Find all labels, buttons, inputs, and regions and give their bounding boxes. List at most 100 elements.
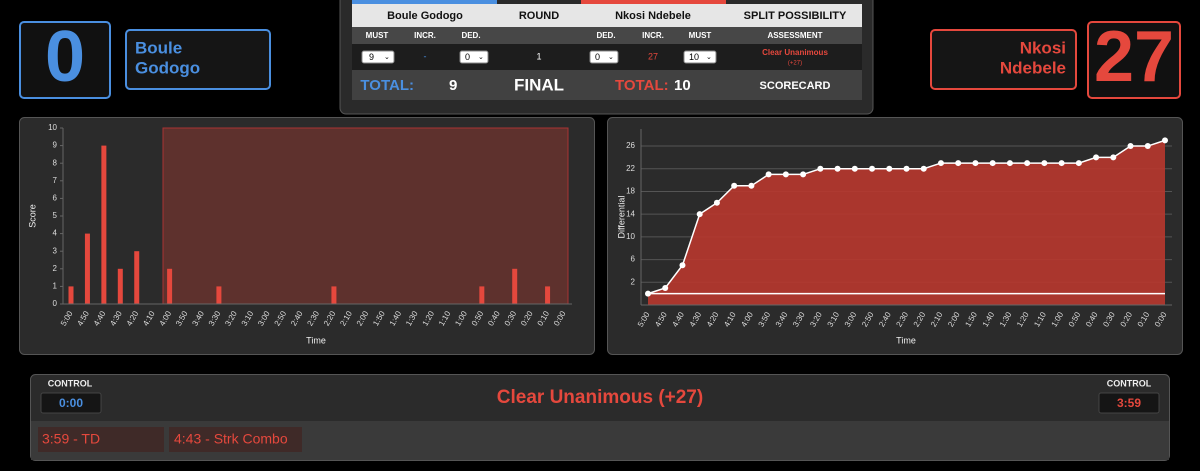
- bar: [117, 268, 123, 304]
- round-final: FINAL: [514, 75, 564, 94]
- point: [920, 165, 927, 172]
- control-box: [1098, 392, 1160, 414]
- point: [989, 160, 996, 167]
- red-total: 10: [674, 77, 691, 94]
- subheader: MUST: [366, 31, 389, 40]
- y-tick-label: 5: [53, 211, 58, 220]
- red-first-name: Nkosi: [1020, 38, 1066, 57]
- y-axis-label: Differential: [616, 196, 626, 239]
- point: [1024, 160, 1031, 167]
- round-number: 1: [536, 51, 541, 61]
- blue-ded[interactable]: 0: [465, 52, 470, 62]
- point: [817, 165, 824, 172]
- red-last-name: Ndebele: [1000, 58, 1066, 77]
- y-tick-label: 7: [53, 176, 58, 185]
- y-tick-label: 10: [48, 123, 57, 132]
- bar: [68, 286, 74, 304]
- blue-first-name: Boule: [135, 38, 182, 57]
- bar: [479, 286, 485, 304]
- point: [800, 171, 807, 178]
- point: [1144, 143, 1151, 150]
- bar: [167, 268, 173, 304]
- red-score-box: [1087, 21, 1181, 99]
- y-tick-label: 0: [53, 299, 58, 308]
- bar: [331, 286, 337, 304]
- x-axis-label: Time: [306, 335, 326, 345]
- blue-last-name: Godogo: [135, 58, 200, 77]
- blue-must[interactable]: 9: [369, 52, 374, 62]
- blue-score: 0: [45, 17, 85, 97]
- point: [696, 211, 703, 218]
- result: Clear Unanimous (+27): [497, 387, 703, 408]
- point: [851, 165, 858, 172]
- header-row: [352, 4, 862, 27]
- header: Nkosi Ndebele: [615, 10, 691, 22]
- y-tick-label: 4: [53, 229, 58, 238]
- red-total-label: TOTAL:: [615, 77, 669, 94]
- select[interactable]: [589, 50, 619, 64]
- event: 3:59 - TD: [42, 431, 100, 447]
- point: [972, 160, 979, 167]
- chevron: ⌄: [478, 54, 484, 61]
- bar: [84, 233, 90, 304]
- y-tick-label: 2: [53, 264, 58, 273]
- red-must[interactable]: 10: [689, 52, 699, 62]
- y-tick-label: 2: [631, 277, 636, 286]
- y-tick-label: 6: [631, 255, 636, 264]
- point: [782, 171, 789, 178]
- header: ROUND: [519, 10, 559, 22]
- blue-total: 9: [449, 77, 457, 94]
- red-score: 27: [1094, 17, 1174, 97]
- blue-total-label: TOTAL:: [360, 77, 414, 94]
- assessment-detail: (+27): [788, 61, 802, 67]
- select[interactable]: [459, 50, 489, 64]
- point: [1162, 137, 1168, 144]
- point: [748, 182, 755, 189]
- y-tick-label: 9: [53, 141, 58, 150]
- red-ded[interactable]: 0: [595, 52, 600, 62]
- y-tick-label: 18: [626, 187, 635, 196]
- blue-strip: [352, 0, 497, 4]
- bar: [101, 145, 107, 304]
- blue-score-box: [19, 21, 111, 99]
- point: [662, 284, 669, 291]
- point: [1058, 160, 1065, 167]
- point: [886, 165, 893, 172]
- subheader: DED.: [461, 31, 480, 40]
- subheader: INCR.: [414, 31, 436, 40]
- header: Boule Godogo: [387, 10, 463, 22]
- point: [955, 160, 962, 167]
- subheader: INCR.: [642, 31, 664, 40]
- event-box: [169, 427, 302, 452]
- y-tick-label: 6: [53, 194, 58, 203]
- control-box: [40, 392, 102, 414]
- blue-control-time: 0:00: [59, 396, 83, 410]
- scorecard-label: SCORECARD: [760, 80, 831, 92]
- red-control-time: 3:59: [1117, 396, 1141, 410]
- header: SPLIT POSSIBILITY: [744, 10, 847, 22]
- x-axis-label: Time: [896, 335, 916, 345]
- point: [713, 199, 720, 206]
- point: [765, 171, 772, 178]
- bar: [216, 286, 222, 304]
- select[interactable]: [361, 50, 395, 64]
- point: [869, 165, 876, 172]
- select[interactable]: [683, 50, 717, 64]
- y-tick-label: 8: [53, 158, 58, 167]
- highlight-region: [162, 127, 569, 305]
- point: [1075, 160, 1082, 167]
- red-strip: [581, 0, 726, 4]
- subheader: DED.: [596, 31, 615, 40]
- totals-row: [352, 70, 862, 100]
- subheader: ASSESSMENT: [767, 31, 822, 40]
- point: [1006, 160, 1013, 167]
- point: [645, 290, 651, 297]
- point: [1127, 143, 1134, 150]
- event-box: [38, 427, 164, 452]
- point: [1041, 160, 1048, 167]
- chevron: ⌄: [608, 54, 614, 61]
- point: [1110, 154, 1117, 161]
- area: [648, 140, 1165, 305]
- assessment: Clear Unanimous: [762, 48, 828, 57]
